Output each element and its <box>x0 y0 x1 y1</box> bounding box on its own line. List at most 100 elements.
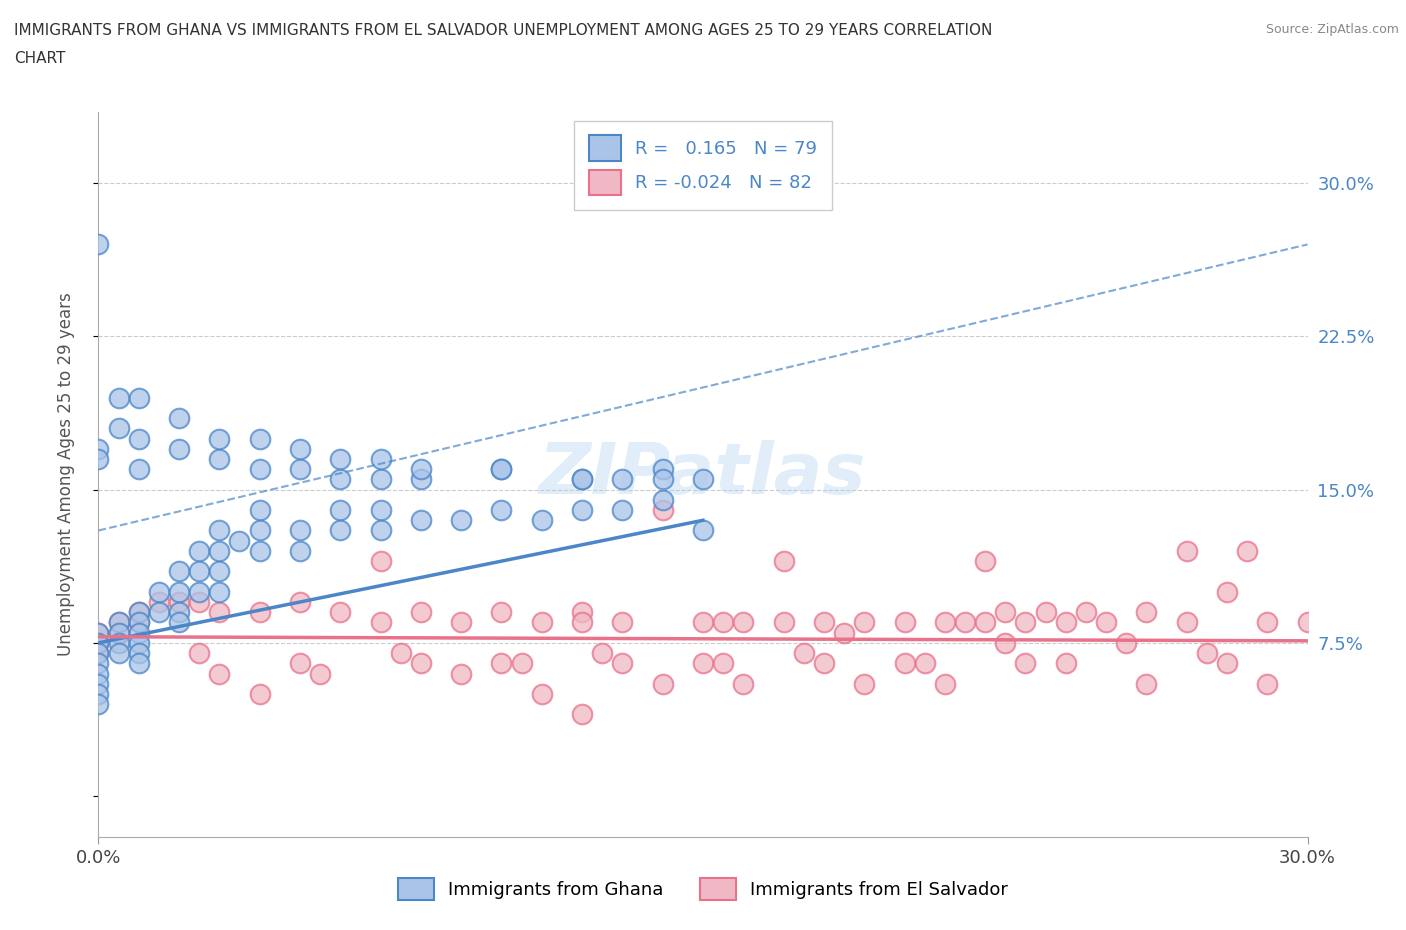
Point <box>832 625 855 640</box>
Point <box>491 462 513 477</box>
Point <box>994 635 1017 650</box>
Point <box>188 543 211 558</box>
Point <box>208 452 231 467</box>
Point <box>1236 543 1258 558</box>
Point <box>491 462 513 477</box>
Point <box>128 391 150 405</box>
Point <box>893 615 915 630</box>
Point <box>1074 604 1097 619</box>
Point <box>128 604 150 619</box>
Point <box>510 656 533 671</box>
Point <box>148 594 170 609</box>
Point <box>208 666 231 681</box>
Point <box>1115 635 1137 650</box>
Point <box>128 615 150 630</box>
Point <box>1216 584 1239 599</box>
Point <box>651 502 673 517</box>
Point <box>994 604 1017 619</box>
Point <box>733 676 755 691</box>
Point <box>167 584 190 599</box>
Point <box>329 523 352 538</box>
Text: Source: ZipAtlas.com: Source: ZipAtlas.com <box>1265 23 1399 36</box>
Point <box>772 553 794 568</box>
Point <box>87 452 110 467</box>
Point <box>1256 615 1278 630</box>
Point <box>914 656 936 671</box>
Point <box>107 391 129 405</box>
Point <box>87 625 110 640</box>
Point <box>208 604 231 619</box>
Point <box>370 523 392 538</box>
Point <box>389 645 412 660</box>
Point <box>128 635 150 650</box>
Y-axis label: Unemployment Among Ages 25 to 29 years: Unemployment Among Ages 25 to 29 years <box>56 292 75 657</box>
Point <box>288 543 311 558</box>
Point <box>370 553 392 568</box>
Point <box>107 625 129 640</box>
Point <box>793 645 815 660</box>
Point <box>1175 615 1198 630</box>
Point <box>1095 615 1118 630</box>
Point <box>813 615 835 630</box>
Point <box>167 411 190 426</box>
Point <box>228 533 250 548</box>
Point <box>188 645 211 660</box>
Point <box>1135 604 1157 619</box>
Point <box>107 421 129 436</box>
Point <box>208 584 231 599</box>
Point <box>711 656 734 671</box>
Point <box>370 502 392 517</box>
Point <box>934 676 956 691</box>
Point <box>1054 615 1077 630</box>
Point <box>1014 615 1036 630</box>
Point <box>329 452 352 467</box>
Point <box>208 543 231 558</box>
Point <box>409 512 432 527</box>
Point <box>87 697 110 711</box>
Point <box>711 615 734 630</box>
Point <box>974 615 997 630</box>
Point <box>772 615 794 630</box>
Point <box>128 462 150 477</box>
Point <box>530 512 553 527</box>
Point <box>128 645 150 660</box>
Legend: R =   0.165   N = 79, R = -0.024   N = 82: R = 0.165 N = 79, R = -0.024 N = 82 <box>574 121 832 209</box>
Text: IMMIGRANTS FROM GHANA VS IMMIGRANTS FROM EL SALVADOR UNEMPLOYMENT AMONG AGES 25 : IMMIGRANTS FROM GHANA VS IMMIGRANTS FROM… <box>14 23 993 38</box>
Point <box>1256 676 1278 691</box>
Point <box>167 442 190 457</box>
Point <box>571 604 593 619</box>
Point <box>329 472 352 486</box>
Point <box>87 635 110 650</box>
Point <box>188 584 211 599</box>
Point <box>974 553 997 568</box>
Point <box>288 442 311 457</box>
Point <box>128 615 150 630</box>
Point <box>128 625 150 640</box>
Point <box>591 645 613 660</box>
Point <box>853 676 876 691</box>
Point <box>1175 543 1198 558</box>
Point <box>87 676 110 691</box>
Point <box>612 615 634 630</box>
Point <box>87 442 110 457</box>
Point <box>571 707 593 722</box>
Point <box>450 615 472 630</box>
Point <box>450 666 472 681</box>
Point <box>188 594 211 609</box>
Point <box>491 502 513 517</box>
Point <box>167 604 190 619</box>
Point <box>107 635 129 650</box>
Point <box>188 564 211 578</box>
Point <box>1135 676 1157 691</box>
Point <box>651 472 673 486</box>
Point <box>107 615 129 630</box>
Point <box>1014 656 1036 671</box>
Point <box>249 543 271 558</box>
Point <box>208 564 231 578</box>
Point <box>249 502 271 517</box>
Point <box>1054 656 1077 671</box>
Point <box>87 666 110 681</box>
Point <box>733 615 755 630</box>
Point <box>87 625 110 640</box>
Point <box>571 472 593 486</box>
